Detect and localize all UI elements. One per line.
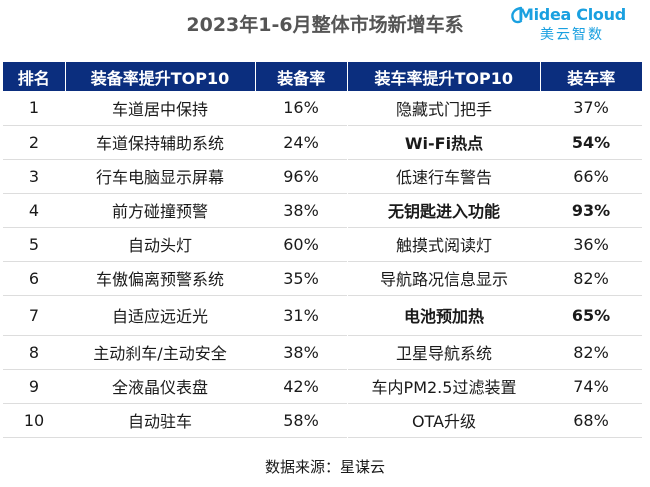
table-row: 6 车傲偏离预警系统 35% <box>3 261 347 296</box>
feature-cell: 车道居中保持 <box>65 91 255 126</box>
feature-cell: 全液晶仪表盘 <box>65 369 255 404</box>
rate-cell: 31% <box>255 295 347 336</box>
logo-brand-text: Midea Cloud <box>518 5 626 24</box>
feature-cell: Wi-Fi热点 <box>348 125 540 160</box>
rate-cell: 24% <box>255 125 347 160</box>
rate-cell: 82% <box>540 261 642 296</box>
rate-cell: 37% <box>540 91 642 126</box>
rank-cell: 1 <box>3 91 65 126</box>
table-row: 3 行车电脑显示屏幕 96% <box>3 159 347 194</box>
table-row: 隐藏式门把手 37% <box>348 91 642 126</box>
rate-cell: 60% <box>255 227 347 262</box>
table-row: 触摸式阅读灯 36% <box>348 227 642 262</box>
header-equipment-top10: 装备率提升TOP10 <box>65 62 256 91</box>
logo-sub-text: 美云智数 <box>540 27 604 43</box>
feature-cell: 前方碰撞预警 <box>65 193 255 228</box>
rate-cell: 74% <box>540 369 642 404</box>
table-header-row: 排名 装备率提升TOP10 装备率 <box>3 62 347 91</box>
installation-rate-table: 装车率提升TOP10 装车率 隐藏式门把手 37% Wi-Fi热点 54% 低速行车警告… <box>348 62 642 438</box>
feature-cell: 卫星导航系统 <box>348 335 540 370</box>
feature-cell: 车内PM2.5过滤装置 <box>348 369 540 404</box>
feature-cell: 低速行车警告 <box>348 159 540 194</box>
rate-cell: 38% <box>255 335 347 370</box>
rate-cell: 58% <box>255 403 347 438</box>
rate-cell: 35% <box>255 261 347 296</box>
feature-cell: 主动刹车/主动安全 <box>65 335 255 370</box>
feature-cell: 导航路况信息显示 <box>348 261 540 296</box>
table-row: 4 前方碰撞预警 38% <box>3 193 347 228</box>
feature-cell: 隐藏式门把手 <box>348 91 540 126</box>
table-row: Wi-Fi热点 54% <box>348 125 642 160</box>
rate-cell: 96% <box>255 159 347 194</box>
table-row: 5 自动头灯 60% <box>3 227 347 262</box>
header-installation-top10: 装车率提升TOP10 <box>348 62 541 91</box>
table-row: 10 自动驻车 58% <box>3 403 347 438</box>
header-rank: 排名 <box>3 62 66 91</box>
rate-cell: 93% <box>540 193 642 228</box>
feature-cell: 车傲偏离预警系统 <box>65 261 255 296</box>
table-row: 车内PM2.5过滤装置 74% <box>348 369 642 404</box>
table-row: 低速行车警告 66% <box>348 159 642 194</box>
feature-cell: 自动驻车 <box>65 403 255 438</box>
table-row: 9 全液晶仪表盘 42% <box>3 369 347 404</box>
rank-cell: 5 <box>3 227 65 262</box>
table-row: 7 自适应远近光 31% <box>3 295 347 336</box>
rate-cell: 65% <box>540 295 642 336</box>
equipment-rate-table: 排名 装备率提升TOP10 装备率 1 车道居中保持 16% 2 车道保持辅助系统 24%… <box>3 62 347 438</box>
rate-cell: 16% <box>255 91 347 126</box>
feature-cell: 行车电脑显示屏幕 <box>65 159 255 194</box>
table-row: 无钥匙进入功能 93% <box>348 193 642 228</box>
table-row: 2 车道保持辅助系统 24% <box>3 125 347 160</box>
rate-cell: 66% <box>540 159 642 194</box>
table-row: 卫星导航系统 82% <box>348 335 642 370</box>
table-row: OTA升级 68% <box>348 403 642 438</box>
table-row: 电池预加热 65% <box>348 295 642 336</box>
rank-cell: 4 <box>3 193 65 228</box>
feature-cell: 触摸式阅读灯 <box>348 227 540 262</box>
rank-cell: 3 <box>3 159 65 194</box>
feature-cell: 自适应远近光 <box>65 295 255 336</box>
feature-cell: 电池预加热 <box>348 295 540 336</box>
rank-cell: 6 <box>3 261 65 296</box>
feature-cell: 无钥匙进入功能 <box>348 193 540 228</box>
table-row: 导航路况信息显示 82% <box>348 261 642 296</box>
rate-cell: 42% <box>255 369 347 404</box>
header-equipment-rate: 装备率 <box>255 62 347 91</box>
table-row: 8 主动刹车/主动安全 38% <box>3 335 347 370</box>
rank-cell: 2 <box>3 125 65 160</box>
midea-swoosh-icon <box>511 6 523 24</box>
table-row: 1 车道居中保持 16% <box>3 91 347 126</box>
rank-cell: 7 <box>3 295 65 336</box>
header-installation-rate: 装车率 <box>540 62 642 91</box>
data-source-note: 数据来源：星谋云 <box>264 458 385 476</box>
rank-cell: 8 <box>3 335 65 370</box>
feature-cell: 自动头灯 <box>65 227 255 262</box>
rate-cell: 36% <box>540 227 642 262</box>
rate-cell: 68% <box>540 403 642 438</box>
feature-cell: 车道保持辅助系统 <box>65 125 255 160</box>
rate-cell: 54% <box>540 125 642 160</box>
rate-cell: 38% <box>255 193 347 228</box>
feature-cell: OTA升级 <box>348 403 540 438</box>
rate-cell: 82% <box>540 335 642 370</box>
rank-cell: 10 <box>3 403 65 438</box>
page-title: 2023年1-6月整体市场新增车系 <box>186 14 464 36</box>
table-header-row: 装车率提升TOP10 装车率 <box>348 62 642 91</box>
midea-cloud-logo: Midea Cloud 美云智数 <box>510 4 640 44</box>
rank-cell: 9 <box>3 369 65 404</box>
